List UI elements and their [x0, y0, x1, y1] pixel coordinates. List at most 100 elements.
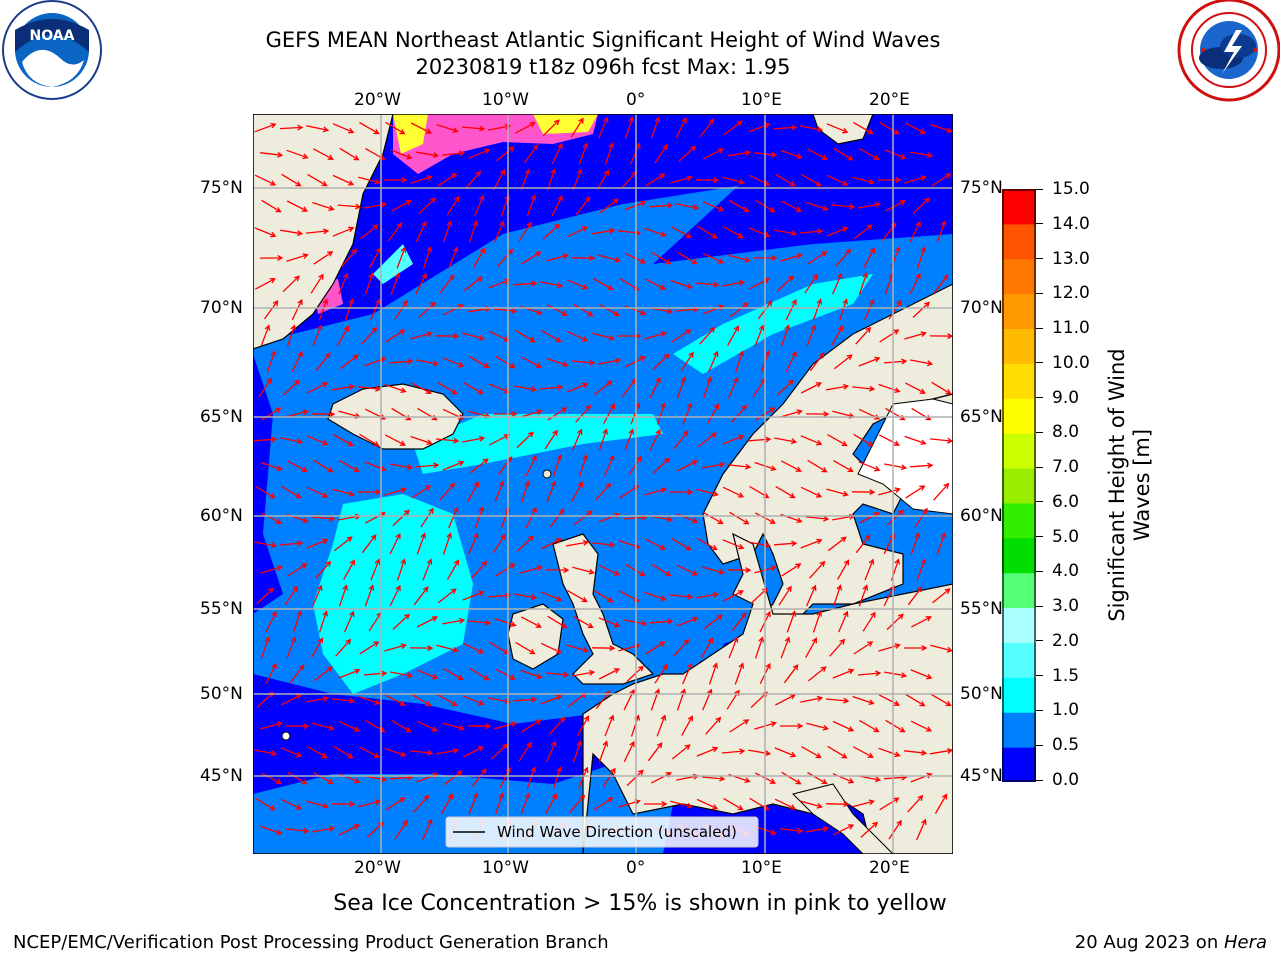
wind-arrow — [488, 278, 511, 289]
colorbar-tick — [1036, 223, 1043, 225]
wind-arrow — [676, 460, 699, 472]
wind-arrow — [878, 747, 901, 758]
wind-arrow — [338, 668, 361, 679]
wind-arrow — [723, 797, 744, 811]
wind-arrow — [592, 332, 615, 341]
wind-arrow — [332, 697, 356, 704]
wind-arrow — [472, 247, 486, 268]
wind-arrow — [774, 798, 797, 810]
wind-arrow — [786, 610, 797, 633]
footer-date: 20 Aug 2023 on Hera — [1075, 932, 1267, 954]
wind-arrow — [409, 645, 434, 652]
wind-arrow — [809, 352, 825, 372]
wind-arrow — [702, 376, 713, 399]
wind-arrow — [490, 743, 508, 760]
wind-arrow — [495, 355, 516, 369]
wind-arrow — [858, 461, 881, 472]
wind-arrow — [359, 121, 380, 135]
wind-arrow — [884, 671, 908, 679]
wind-arrow — [280, 747, 303, 758]
wind-arrow — [569, 794, 586, 813]
wind-arrow — [656, 402, 667, 425]
colorbar-segment — [1002, 223, 1036, 260]
high-wave-region-norway — [673, 274, 873, 374]
wind-arrow — [280, 437, 304, 445]
wind-arrow — [604, 714, 615, 737]
wind-arrow — [593, 380, 613, 396]
wind-arrow — [800, 125, 824, 133]
wind-arrow — [260, 151, 284, 158]
wind-arrow — [337, 203, 362, 210]
wind-arrow — [701, 775, 726, 782]
lat-label-right-75n: 75°N — [960, 178, 1003, 198]
wind-arrow — [827, 745, 848, 759]
map-plot: Wind Wave Direction (unscaled) — [253, 114, 953, 854]
wind-arrow — [644, 591, 667, 602]
colorbar-tick — [1036, 570, 1043, 572]
wind-arrow — [318, 298, 329, 321]
wind-arrow — [910, 616, 932, 628]
wind-arrow — [731, 612, 747, 632]
colorbar-tick — [1036, 640, 1043, 642]
wind-arrow — [389, 358, 414, 365]
wind-arrow — [630, 142, 641, 165]
wind-arrow — [358, 746, 380, 758]
colorbar-tick-label: 8.0 — [1052, 422, 1080, 443]
wind-arrow — [598, 357, 622, 365]
wind-arrow — [595, 482, 612, 501]
wind-arrow — [364, 584, 375, 607]
wind-arrow — [930, 437, 953, 444]
colorbar-tick — [1036, 605, 1043, 607]
wind-arrow — [930, 123, 953, 134]
wind-arrow — [462, 590, 485, 601]
wind-arrow — [884, 200, 906, 212]
wind-arrow — [546, 304, 568, 316]
colorbar-tick-label: 1.0 — [1052, 700, 1080, 721]
wind-arrow — [599, 304, 620, 317]
wind-arrow — [442, 617, 466, 625]
wind-arrow — [578, 766, 589, 789]
low-wave-region-norwegian — [653, 114, 953, 264]
wind-arrow — [676, 564, 699, 576]
wind-arrow — [338, 584, 349, 607]
wind-arrow — [370, 298, 381, 321]
wind-arrow — [311, 411, 336, 418]
wind-arrow — [878, 177, 902, 183]
wind-arrow — [624, 200, 647, 211]
wind-arrow — [933, 274, 949, 294]
wind-arrow — [542, 223, 561, 240]
wind-arrow — [313, 666, 333, 682]
nws-logo — [1177, 0, 1280, 102]
wind-arrow — [549, 508, 565, 528]
wind-arrow — [670, 175, 693, 184]
wind-arrow — [467, 723, 492, 730]
wind-arrow — [598, 116, 609, 139]
wind-arrow — [488, 383, 511, 394]
wind-arrow — [494, 411, 518, 417]
wind-arrow — [260, 565, 283, 574]
wind-arrow — [282, 275, 300, 293]
wind-arrow — [390, 272, 401, 295]
wind-arrow — [396, 558, 407, 581]
wind-arrow — [390, 200, 412, 212]
colorbar-segment — [1002, 189, 1036, 225]
wind-arrow — [800, 800, 823, 809]
wind-arrow — [832, 720, 855, 732]
wind-arrow — [255, 485, 276, 499]
wind-arrow — [571, 255, 596, 262]
wind-arrow — [260, 461, 283, 472]
wind-arrow — [462, 695, 485, 706]
wind-arrow — [708, 350, 719, 373]
wind-arrow — [254, 122, 277, 133]
wind-arrow — [315, 560, 332, 579]
wind-arrow — [626, 665, 644, 682]
wind-arrow — [878, 694, 900, 706]
wind-arrow — [359, 433, 380, 447]
wind-arrow — [598, 617, 621, 628]
wind-arrow — [673, 638, 690, 657]
wind-arrow — [418, 301, 437, 318]
wind-arrow — [289, 664, 305, 684]
chart-title-line1: GEFS MEAN Northeast Atlantic Significant… — [265, 28, 941, 52]
wind-arrow — [313, 459, 334, 473]
wind-arrow — [422, 246, 433, 269]
